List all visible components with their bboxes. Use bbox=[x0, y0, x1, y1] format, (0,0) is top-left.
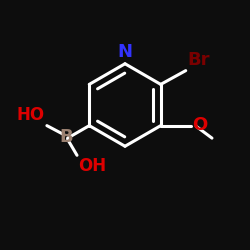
Text: N: N bbox=[118, 43, 132, 61]
Text: Br: Br bbox=[188, 50, 210, 68]
Text: OH: OH bbox=[78, 156, 106, 174]
Text: HO: HO bbox=[17, 106, 45, 124]
Text: B: B bbox=[60, 128, 73, 146]
Text: O: O bbox=[192, 116, 208, 134]
